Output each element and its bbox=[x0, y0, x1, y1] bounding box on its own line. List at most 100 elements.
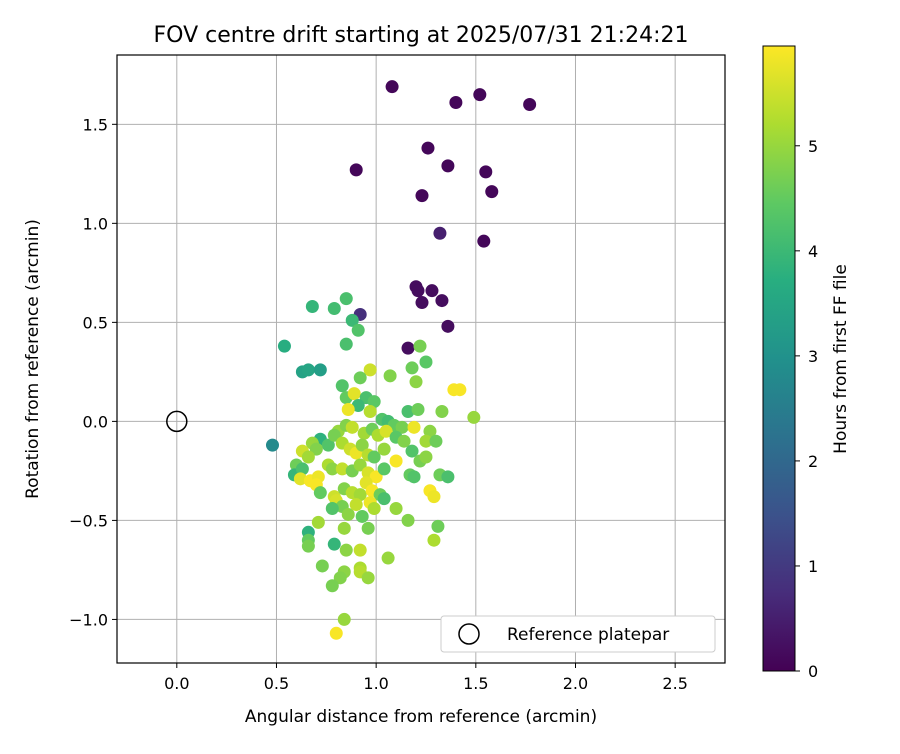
data-point bbox=[431, 519, 445, 533]
data-point bbox=[353, 371, 367, 385]
data-point bbox=[415, 296, 429, 310]
data-point bbox=[305, 300, 319, 314]
data-point bbox=[339, 337, 353, 351]
data-point bbox=[351, 323, 365, 337]
data-point bbox=[345, 420, 359, 434]
colorbar-tick-label: 0 bbox=[808, 662, 818, 681]
colorbar-label: Hours from first FF file bbox=[831, 264, 851, 454]
x-tick-label: 2.5 bbox=[662, 674, 687, 693]
data-point bbox=[333, 571, 347, 585]
data-point bbox=[335, 462, 349, 476]
data-point bbox=[363, 363, 377, 377]
data-point bbox=[415, 189, 429, 203]
data-point bbox=[355, 438, 369, 452]
colorbar-gradient bbox=[762, 45, 796, 672]
data-point bbox=[425, 284, 439, 298]
x-tick-label: 2.0 bbox=[563, 674, 588, 693]
data-point bbox=[377, 442, 391, 456]
data-point bbox=[429, 434, 443, 448]
data-point bbox=[315, 559, 329, 573]
chart-title: FOV centre drift starting at 2025/07/31 … bbox=[154, 23, 689, 48]
data-point bbox=[407, 420, 421, 434]
x-tick-label: 1.5 bbox=[463, 674, 488, 693]
data-point bbox=[435, 404, 449, 418]
data-point bbox=[419, 355, 433, 369]
data-point bbox=[467, 410, 481, 424]
data-point bbox=[389, 502, 403, 516]
data-point bbox=[265, 438, 279, 452]
data-point bbox=[377, 492, 391, 506]
data-point bbox=[389, 454, 403, 468]
data-point bbox=[383, 369, 397, 383]
data-point bbox=[435, 294, 449, 308]
data-point bbox=[363, 404, 377, 418]
data-point bbox=[301, 450, 315, 464]
x-tick-label: 0.0 bbox=[164, 674, 189, 693]
data-point bbox=[419, 450, 433, 464]
data-point bbox=[367, 395, 381, 409]
data-point bbox=[301, 363, 315, 377]
plot-frame bbox=[116, 54, 726, 664]
data-point bbox=[367, 502, 381, 516]
data-point bbox=[355, 509, 369, 523]
data-point bbox=[411, 284, 425, 298]
colorbar-tick-label: 3 bbox=[808, 347, 818, 366]
data-point bbox=[433, 226, 447, 240]
data-point bbox=[401, 404, 415, 418]
x-axis-label: Angular distance from reference (arcmin) bbox=[245, 707, 597, 727]
colorbar-tick-label: 2 bbox=[808, 452, 818, 471]
y-tick-label: 1.5 bbox=[83, 115, 108, 134]
data-point bbox=[367, 450, 381, 464]
data-point bbox=[379, 424, 393, 438]
data-point bbox=[453, 383, 467, 397]
data-point bbox=[311, 515, 325, 529]
data-point bbox=[349, 498, 363, 512]
data-points bbox=[265, 80, 537, 640]
data-point bbox=[327, 537, 341, 551]
data-point bbox=[369, 470, 383, 484]
data-point bbox=[353, 458, 367, 472]
data-point bbox=[345, 313, 359, 327]
x-tick-label: 1.0 bbox=[363, 674, 388, 693]
y-axis-label: Rotation from reference (arcmin) bbox=[23, 219, 43, 499]
data-point bbox=[405, 444, 419, 458]
legend-label: Reference platepar bbox=[507, 625, 669, 645]
data-point bbox=[313, 363, 327, 377]
data-point bbox=[353, 543, 367, 557]
data-point bbox=[353, 488, 367, 502]
data-point bbox=[449, 96, 463, 110]
colorbar: 0 1 2 3 4 5 Hours from first FF file bbox=[762, 45, 851, 681]
data-point bbox=[327, 301, 341, 315]
data-point bbox=[423, 424, 437, 438]
data-point bbox=[407, 470, 421, 484]
data-point bbox=[341, 507, 355, 521]
data-point bbox=[441, 159, 455, 173]
data-point bbox=[397, 434, 411, 448]
data-point bbox=[411, 403, 425, 417]
legend-marker bbox=[458, 623, 480, 645]
data-point bbox=[385, 80, 399, 94]
data-point bbox=[301, 539, 315, 553]
data-point bbox=[395, 420, 409, 434]
data-point bbox=[401, 513, 415, 527]
data-point bbox=[427, 533, 441, 547]
colorbar-ticks: 0 1 2 3 4 5 bbox=[795, 137, 818, 681]
data-point bbox=[421, 141, 435, 155]
data-point bbox=[405, 361, 419, 375]
y-tick-label: 0.5 bbox=[83, 313, 108, 332]
data-point bbox=[339, 292, 353, 306]
data-point bbox=[485, 185, 499, 199]
data-point bbox=[293, 472, 307, 486]
data-point bbox=[427, 490, 441, 504]
data-point bbox=[361, 571, 375, 585]
data-point bbox=[337, 521, 351, 535]
x-axis-ticks: 0.0 0.5 1.0 1.5 2.0 2.5 bbox=[164, 663, 688, 693]
data-point bbox=[325, 579, 339, 593]
y-tick-label: −0.5 bbox=[69, 511, 108, 530]
data-point bbox=[295, 462, 309, 476]
reference-marker bbox=[166, 410, 188, 433]
data-point bbox=[321, 438, 335, 452]
data-point bbox=[277, 339, 291, 353]
data-point bbox=[361, 521, 375, 535]
